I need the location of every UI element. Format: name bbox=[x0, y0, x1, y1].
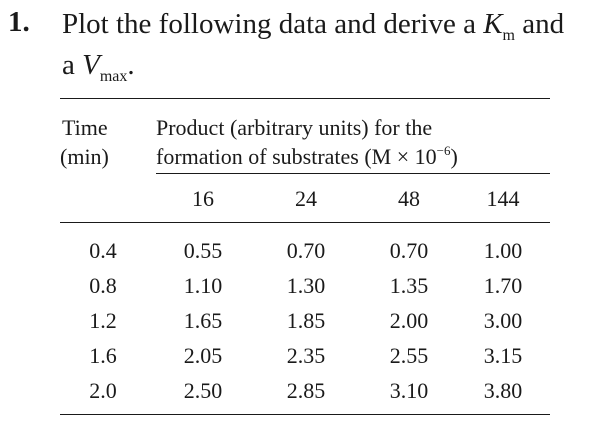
concentration-header-3: 48 bbox=[398, 186, 420, 211]
time-cell: 1.6 bbox=[89, 343, 117, 368]
value-cell: 0.55 bbox=[183, 238, 223, 263]
problem-statement: Plot the following data and derive a Km … bbox=[62, 6, 592, 88]
table-top-rule bbox=[60, 98, 550, 99]
value-cell: 2.85 bbox=[286, 378, 326, 403]
value-cell: 0.70 bbox=[389, 238, 429, 263]
value-cell: 2.35 bbox=[286, 343, 326, 368]
product-header-line2: formation of substrates (M × 10−6) bbox=[156, 143, 458, 174]
concentration-header-2: 24 bbox=[295, 186, 317, 211]
time-header-line2: (min) bbox=[60, 144, 109, 169]
table-bottom-rule bbox=[60, 414, 550, 415]
value-cell: 1.65 bbox=[183, 308, 223, 333]
statement-text-3: a bbox=[62, 49, 75, 81]
time-cell: 0.4 bbox=[89, 238, 117, 263]
time-cell: 2.0 bbox=[89, 378, 117, 403]
table-header-rule bbox=[60, 222, 550, 223]
value-cell: 2.50 bbox=[183, 378, 223, 403]
product-header-line2-post: ) bbox=[450, 144, 458, 169]
value-cell: 2.05 bbox=[183, 343, 223, 368]
product-header-line2-pre: formation of substrates (M × 10 bbox=[156, 144, 437, 169]
value-cell: 1.35 bbox=[389, 273, 429, 298]
value-cell: 3.10 bbox=[389, 378, 429, 403]
concentration-header-1: 16 bbox=[192, 186, 214, 211]
statement-end-punct: . bbox=[127, 49, 135, 81]
time-header-line1: Time bbox=[62, 115, 108, 140]
problem-number: 1. bbox=[8, 6, 30, 38]
vmax-symbol: V bbox=[82, 49, 100, 81]
value-cell: 2.00 bbox=[389, 308, 429, 333]
time-cell: 1.2 bbox=[89, 308, 117, 333]
km-symbol: K bbox=[483, 8, 503, 40]
product-header-rule bbox=[156, 173, 550, 174]
value-cell: 1.85 bbox=[286, 308, 326, 333]
km-subscript: m bbox=[502, 27, 515, 44]
value-cell: 1.70 bbox=[483, 273, 523, 298]
value-cell: 3.80 bbox=[483, 378, 523, 403]
concentration-header-4: 144 bbox=[486, 186, 520, 211]
value-cell: 0.70 bbox=[286, 238, 326, 263]
statement-text-2: and bbox=[522, 8, 565, 40]
vmax-subscript: max bbox=[99, 68, 128, 85]
statement-text-1: Plot the following data and derive a bbox=[62, 8, 476, 40]
product-header-exponent: −6 bbox=[436, 143, 451, 158]
product-header-line1: Product (arbitrary units) for the bbox=[156, 115, 433, 140]
value-cell: 3.00 bbox=[483, 308, 523, 333]
value-cell: 1.10 bbox=[183, 273, 223, 298]
value-cell: 3.15 bbox=[483, 343, 523, 368]
value-cell: 1.30 bbox=[286, 273, 326, 298]
time-cell: 0.8 bbox=[89, 273, 117, 298]
value-cell: 1.00 bbox=[483, 238, 523, 263]
value-cell: 2.55 bbox=[389, 343, 429, 368]
